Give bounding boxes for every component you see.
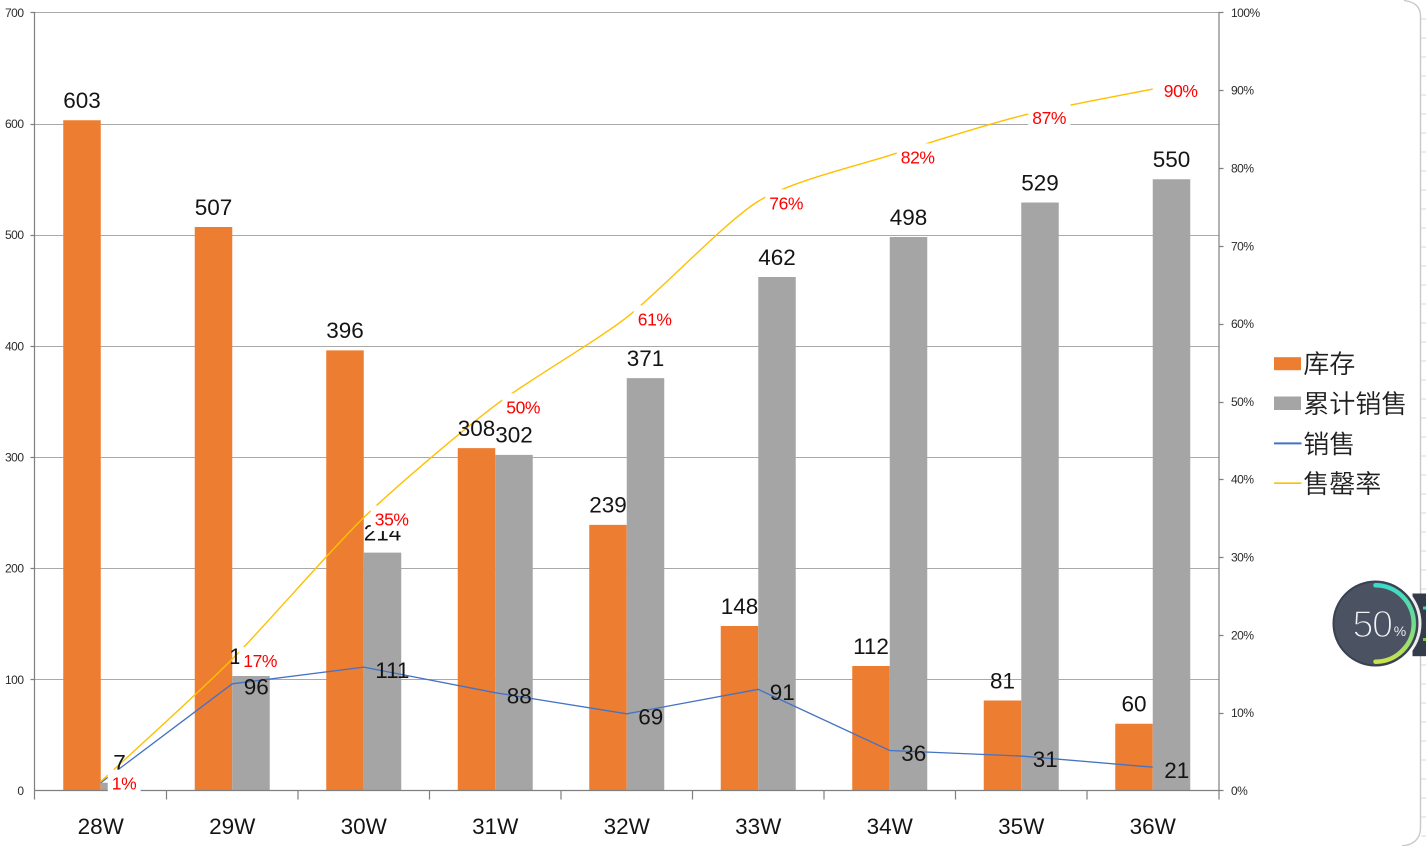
svg-text:7: 7 [113, 751, 126, 776]
svg-text:0%: 0% [1231, 784, 1248, 798]
svg-text:28W: 28W [78, 814, 125, 839]
svg-text:200: 200 [5, 562, 24, 576]
svg-text:31W: 31W [472, 814, 519, 839]
svg-text:603: 603 [63, 88, 101, 113]
svg-text:61%: 61% [638, 309, 672, 329]
svg-text:1%: 1% [112, 774, 137, 794]
svg-text:60%: 60% [1231, 317, 1254, 331]
svg-text:498: 498 [890, 205, 928, 230]
svg-text:529: 529 [1021, 170, 1059, 195]
svg-text:35W: 35W [998, 814, 1045, 839]
svg-text:300: 300 [5, 450, 24, 464]
svg-text:76%: 76% [769, 193, 803, 213]
svg-text:80%: 80% [1231, 162, 1254, 176]
svg-text:36: 36 [901, 741, 926, 766]
svg-text:100%: 100% [1231, 6, 1261, 20]
svg-text:50%: 50% [506, 397, 540, 417]
svg-text:36W: 36W [1130, 814, 1177, 839]
svg-text:239: 239 [589, 493, 627, 518]
svg-text:302: 302 [495, 423, 533, 448]
svg-text:90%: 90% [1164, 81, 1198, 101]
svg-text:20%: 20% [1231, 628, 1254, 642]
svg-text:30%: 30% [1231, 551, 1254, 565]
svg-text:500: 500 [5, 228, 24, 242]
svg-text:96: 96 [244, 675, 269, 700]
svg-text:21: 21 [1164, 758, 1189, 783]
svg-text:91: 91 [770, 680, 795, 705]
svg-text:69: 69 [638, 705, 663, 730]
svg-text:50%: 50% [1231, 395, 1254, 409]
svg-text:35%: 35% [375, 510, 409, 530]
svg-text:87%: 87% [1032, 108, 1066, 128]
svg-text:550: 550 [1153, 147, 1191, 172]
svg-text:600: 600 [5, 117, 24, 131]
svg-text:40%: 40% [1231, 473, 1254, 487]
svg-text:50: 50 [1352, 604, 1392, 646]
svg-text:308: 308 [458, 416, 496, 441]
svg-text:%: % [1394, 623, 1406, 639]
svg-text:17%: 17% [243, 651, 277, 671]
svg-text:30W: 30W [341, 814, 388, 839]
svg-text:700: 700 [5, 6, 24, 20]
svg-text:462: 462 [758, 245, 796, 270]
svg-text:81: 81 [990, 668, 1015, 693]
svg-text:70%: 70% [1231, 239, 1254, 253]
svg-text:50: 50 [1352, 604, 1392, 646]
svg-text:32W: 32W [604, 814, 651, 839]
svg-text:88: 88 [507, 683, 532, 708]
svg-text:148: 148 [721, 594, 759, 619]
svg-text:31: 31 [1033, 747, 1058, 772]
svg-text:371: 371 [627, 346, 665, 371]
svg-text:111: 111 [375, 658, 409, 683]
svg-text:10%: 10% [1231, 706, 1254, 720]
svg-text:33W: 33W [735, 814, 782, 839]
svg-text:112: 112 [853, 634, 889, 659]
svg-text:400: 400 [5, 339, 24, 353]
svg-text:29W: 29W [209, 814, 256, 839]
svg-text:90%: 90% [1231, 84, 1254, 98]
svg-text:0: 0 [17, 784, 24, 798]
svg-text:34W: 34W [867, 814, 914, 839]
svg-text:507: 507 [195, 195, 233, 220]
svg-text:100: 100 [5, 673, 24, 687]
svg-text:60: 60 [1121, 692, 1146, 717]
svg-text:396: 396 [326, 318, 364, 343]
svg-text:82%: 82% [901, 147, 935, 167]
